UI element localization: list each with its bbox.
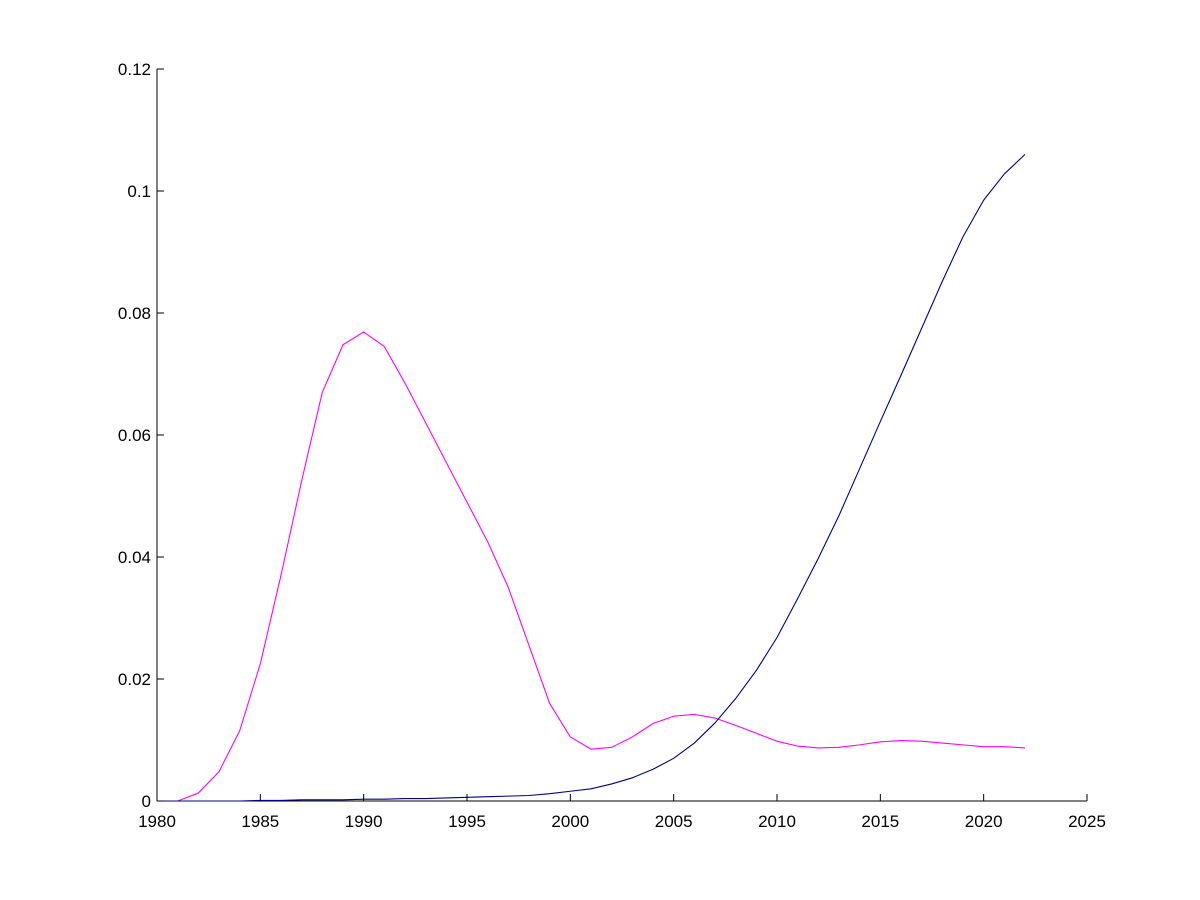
- x-tick-label: 2000: [551, 812, 589, 831]
- x-tick-label: 2025: [1068, 812, 1106, 831]
- y-tick-label: 0.04: [118, 548, 151, 567]
- series-line-1: [157, 331, 1026, 802]
- y-tick-label: 0.02: [118, 670, 151, 689]
- series-line-2: [157, 154, 1026, 802]
- x-tick-label: 2005: [655, 812, 693, 831]
- x-tick-label: 1980: [138, 812, 176, 831]
- y-tick-label: 0.08: [118, 304, 151, 323]
- x-tick-label: 2015: [861, 812, 899, 831]
- x-axis-ticks: 1980 1985 1990 1995 2000 2005 2010 2015 2020 2025: [138, 794, 1106, 831]
- y-tick-label: 0.06: [118, 426, 151, 445]
- x-tick-label: 1995: [448, 812, 486, 831]
- y-tick-label: 0: [142, 792, 151, 811]
- plot-area: 1980 1985 1990 1995 2000 2005 2010 2015 2020 2025…: [118, 60, 1106, 831]
- y-axis-ticks: 0 0.02 0.04 0.06 0.08 0.1 0.12: [118, 60, 164, 811]
- x-tick-label: 2020: [965, 812, 1003, 831]
- series-layer: [157, 154, 1026, 802]
- x-tick-label: 1985: [241, 812, 279, 831]
- y-tick-label: 0.12: [118, 60, 151, 79]
- x-tick-label: 2010: [758, 812, 796, 831]
- x-tick-label: 1990: [345, 812, 383, 831]
- y-tick-label: 0.1: [127, 182, 151, 201]
